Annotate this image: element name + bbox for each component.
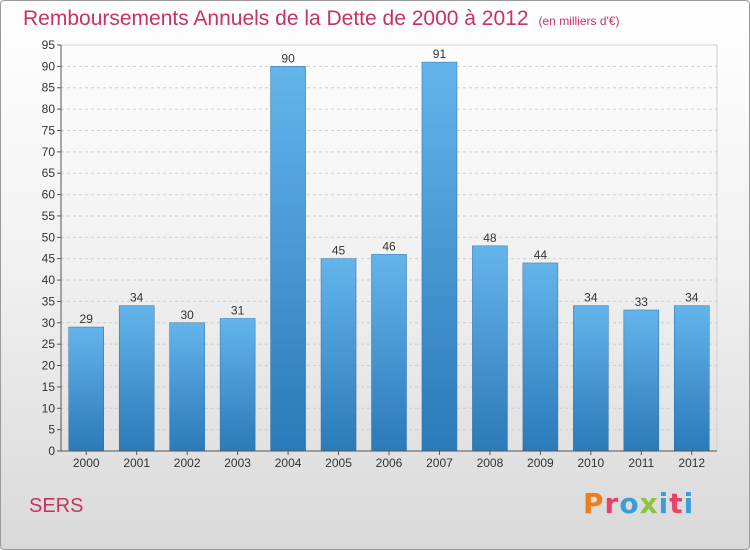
bar-2000: [68, 326, 104, 452]
y-tick-label: 45: [42, 252, 56, 266]
bar-2012: [674, 305, 710, 452]
bar-2010: [573, 305, 609, 452]
bar-value-label: 30: [180, 308, 194, 322]
logo-letter: x: [639, 487, 659, 520]
bar-2004: [270, 66, 306, 452]
bar-2002: [169, 322, 205, 452]
bar-2003: [219, 318, 256, 452]
x-tick-label: 2006: [376, 456, 403, 470]
bar-value-label: 91: [433, 47, 447, 61]
x-tick-label: 2012: [678, 456, 705, 470]
bar-value-label: 34: [685, 291, 699, 305]
y-tick-label: 40: [42, 273, 56, 287]
proxiti-logo: Proxiti: [583, 487, 694, 520]
y-tick-label: 85: [42, 81, 56, 95]
x-tick-label: 2008: [477, 456, 504, 470]
bar-2009: [522, 262, 559, 452]
logo-letter: i: [658, 487, 670, 520]
bar-2007: [421, 61, 458, 452]
bar-value-label: 29: [80, 312, 94, 326]
logo-letter: o: [619, 487, 640, 520]
bar-value-label: 33: [635, 295, 649, 309]
x-tick-label: 2011: [628, 456, 654, 470]
bar-value-label: 46: [382, 239, 396, 253]
y-tick-label: 50: [42, 230, 56, 244]
bar-value-label: 90: [281, 51, 295, 65]
y-tick-label: 5: [48, 423, 55, 437]
x-tick-label: 2001: [123, 456, 150, 470]
y-tick-label: 80: [42, 102, 56, 116]
y-axis: 0 5 10 15 20 25 30 35 40 45 50 55 60 65 70 75 80 85 90 95: [42, 38, 62, 458]
y-tick-label: 35: [42, 294, 56, 308]
chart-title: Remboursements Annuels de la Dette de 20…: [23, 7, 620, 31]
chart-title-text: Remboursements Annuels de la Dette de 20…: [23, 7, 529, 30]
logo-letter: t: [669, 487, 684, 520]
y-tick-label: 90: [42, 59, 56, 73]
x-axis: 2000 2001 2002 2003 2004 2005 2006 2007 2008 2009…: [61, 450, 717, 470]
y-tick-label: 15: [42, 380, 56, 394]
y-tick-label: 70: [42, 145, 56, 159]
x-tick-label: 2010: [577, 456, 604, 470]
bar-value-label: 48: [483, 231, 497, 245]
logo-letter: P: [583, 487, 605, 520]
x-tick-label: 2002: [174, 456, 201, 470]
y-tick-label: 10: [42, 401, 56, 415]
bar-2011: [623, 309, 660, 452]
y-tick-label: 75: [42, 123, 56, 137]
y-tick-label: 95: [42, 38, 56, 52]
bar-value-label: 34: [584, 291, 598, 305]
bar-2008: [472, 245, 508, 452]
x-tick-label: 2000: [73, 456, 100, 470]
bar-value-label: 45: [332, 244, 346, 258]
x-tick-label: 2009: [527, 456, 554, 470]
bar-value-label: 34: [130, 291, 144, 305]
y-tick-label: 0: [48, 444, 55, 458]
x-tick-label: 2005: [325, 456, 352, 470]
commune-name: SERS: [29, 495, 84, 517]
x-tick-label: 2007: [426, 456, 453, 470]
y-tick-label: 20: [42, 359, 56, 373]
x-tick-label: 2004: [275, 456, 302, 470]
bar-value-label: 44: [534, 248, 548, 262]
bar-value-label: 31: [231, 304, 245, 318]
bar-2005: [320, 258, 357, 452]
bar-2001: [118, 305, 155, 452]
y-tick-label: 55: [42, 209, 56, 223]
y-tick-label: 30: [42, 316, 56, 330]
logo-letter: r: [604, 487, 620, 520]
bar-2006: [371, 254, 407, 452]
x-tick-label: 2003: [224, 456, 251, 470]
y-tick-label: 65: [42, 166, 56, 180]
y-tick-label: 25: [42, 337, 56, 351]
y-tick-label: 60: [42, 188, 56, 202]
bars: 29 34 30 31 90 45 46 91 48 44 34 33 34: [68, 47, 710, 452]
logo-letter: i: [683, 487, 695, 520]
chart-unit: (en milliers d'€): [538, 14, 620, 28]
